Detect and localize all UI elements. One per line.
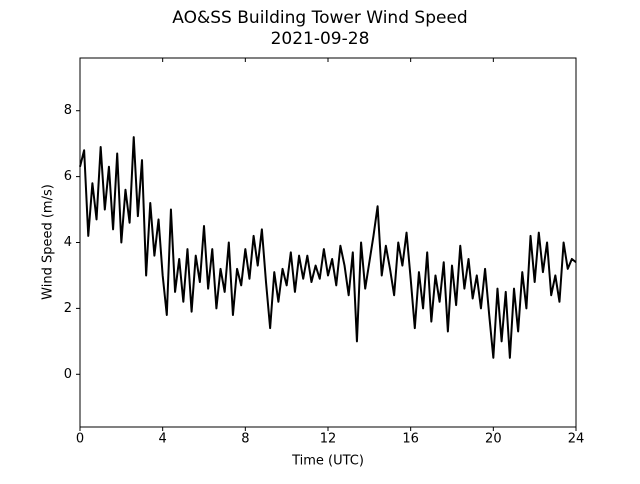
x-tick-label: 12 <box>320 432 337 447</box>
x-tick-label: 20 <box>485 432 502 447</box>
data-line <box>79 136 577 359</box>
y-tick-label: 0 <box>64 367 72 382</box>
chart-title: AO&SS Building Tower Wind Speed <box>172 8 467 28</box>
y-tick-label: 8 <box>64 103 72 118</box>
y-axis-label: Wind Speed (m/s) <box>41 184 56 300</box>
x-tick-label: 16 <box>402 432 419 447</box>
x-tick-label: 0 <box>76 432 84 447</box>
x-tick-label: 8 <box>241 432 249 447</box>
y-tick-label: 2 <box>64 301 72 316</box>
chart-subtitle: 2021-09-28 <box>271 29 370 49</box>
plot-frame <box>79 57 577 428</box>
y-tick-label: 4 <box>64 235 72 250</box>
x-tick-label: 24 <box>568 432 585 447</box>
y-tick-label: 6 <box>64 169 72 184</box>
x-tick-label: 4 <box>159 432 167 447</box>
x-axis-label: Time (UTC) <box>291 454 364 469</box>
